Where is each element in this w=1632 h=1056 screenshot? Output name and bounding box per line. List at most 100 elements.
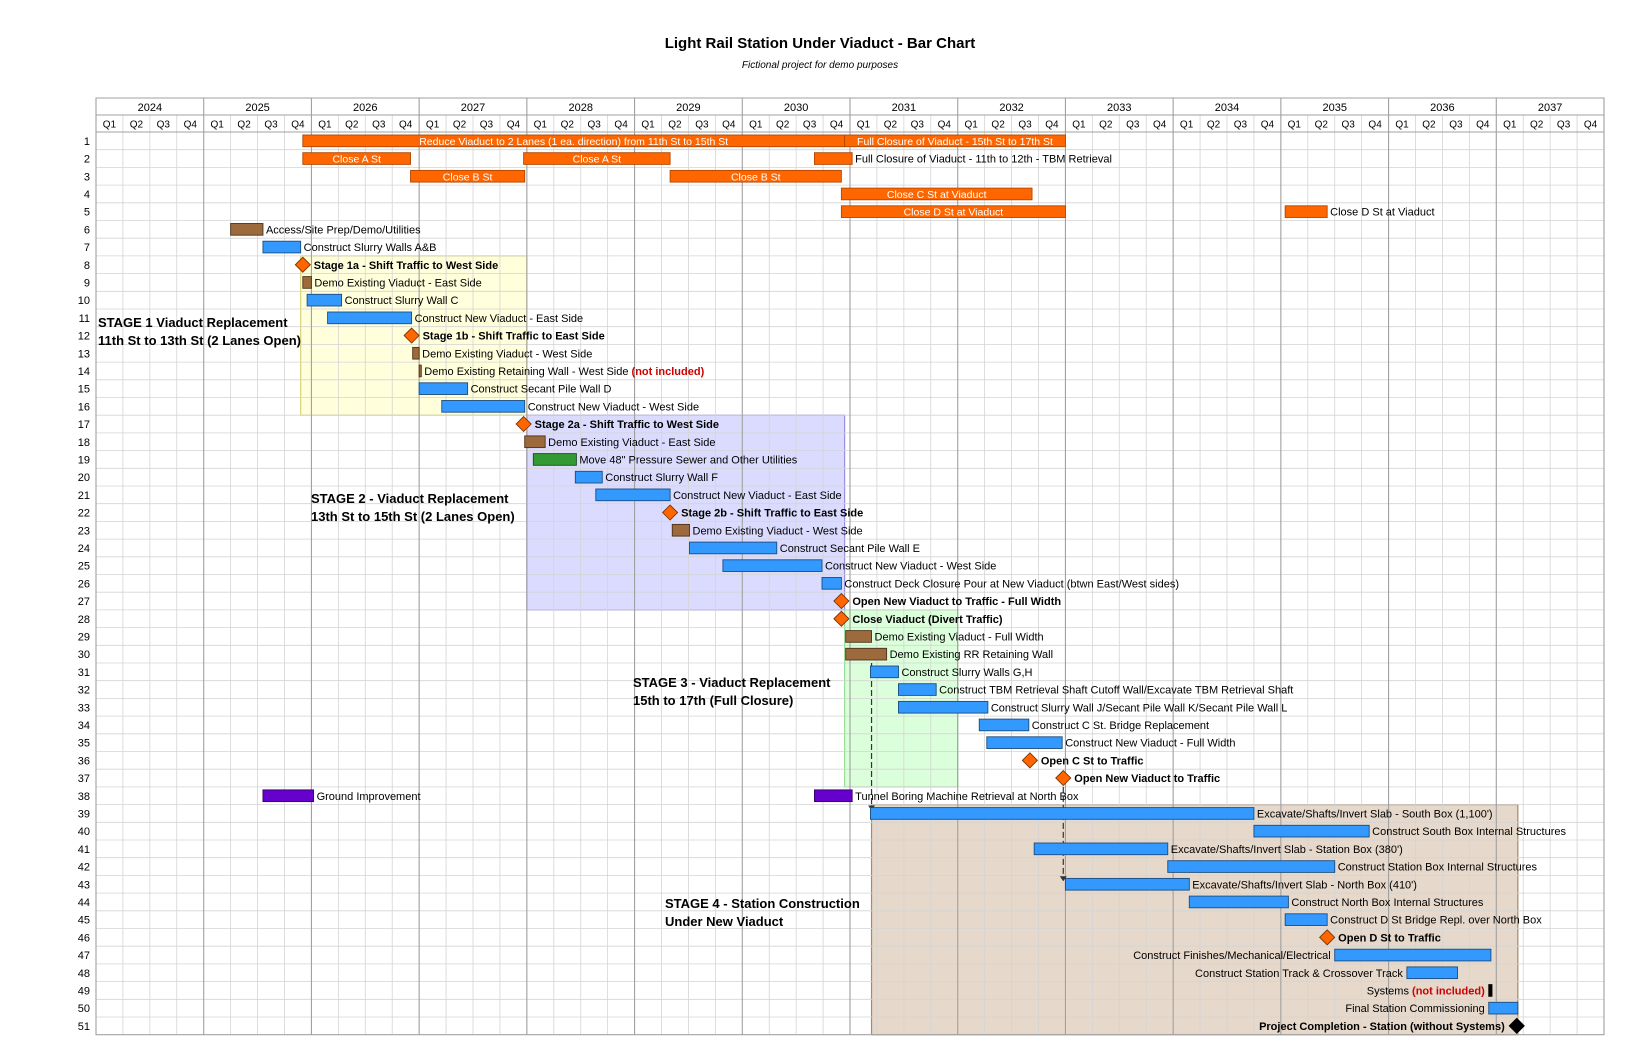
task-bar (262, 789, 315, 803)
quarter-label: Q3 (803, 120, 817, 131)
task-bar (327, 311, 413, 325)
stage-region (870, 803, 1519, 1036)
task-label: Construct Secant Pile Wall E (780, 543, 920, 555)
quarter-label: Q4 (291, 120, 305, 131)
row-number: 27 (78, 596, 90, 608)
row-number: 15 (78, 384, 90, 396)
milestone-label: Stage 2b - Shift Traffic to East Side (681, 508, 863, 520)
milestone-diamond (661, 504, 679, 521)
quarter-label: Q1 (857, 120, 871, 131)
task-bar (1064, 877, 1190, 891)
quarter-label: Q3 (157, 120, 171, 131)
quarter-label: Q3 (911, 120, 925, 131)
quarter-label: Q4 (1045, 120, 1059, 131)
task-label: Construct Slurry Wall J/Secant Pile Wall… (991, 702, 1287, 714)
row-number: 41 (78, 844, 90, 856)
row-number: 42 (78, 862, 90, 874)
quarter-label: Q4 (830, 120, 844, 131)
task-bar (870, 665, 899, 679)
row-number: 33 (78, 702, 90, 714)
quarter-label: Q1 (1180, 120, 1194, 131)
quarter-label: Q4 (1476, 120, 1490, 131)
milestone-diamond (403, 327, 420, 344)
row-number: 48 (78, 968, 90, 980)
row-number: 36 (78, 755, 90, 767)
row-number: 6 (84, 224, 90, 236)
stage-region (526, 414, 846, 611)
quarter-label: Q1 (318, 120, 332, 131)
task-bar (523, 152, 671, 165)
task-bar (418, 364, 422, 378)
quarter-label: Q4 (938, 120, 952, 131)
task-label: Construct New Viaduct - West Side (528, 401, 699, 413)
task-label: Construct TBM Retrieval Shaft Cutoff Wal… (939, 685, 1293, 697)
task-bar (898, 683, 937, 696)
task-label: Construct Slurry Walls G,H (901, 667, 1032, 679)
quarter-label: Q2 (1422, 120, 1436, 131)
task-label: Construct New Viaduct - Full Width (1065, 738, 1235, 750)
task-label: Close D St at Viaduct (904, 207, 1004, 219)
task-label: Close A St (332, 154, 381, 166)
task-label: Close C St at Viaduct (887, 189, 987, 201)
milestones: Stage 1a - Shift Traffic to West Side Sta… (294, 256, 1525, 1034)
row-number: 49 (78, 985, 90, 997)
row-number: 10 (78, 295, 90, 307)
task-label: Demo Existing Viaduct - Full Width (875, 631, 1044, 643)
quarter-label: Q2 (1099, 120, 1113, 131)
row-number: 3 (84, 171, 90, 183)
task-bar (722, 559, 823, 572)
row-number: 7 (84, 242, 90, 254)
quarter-label: Q4 (1153, 120, 1167, 131)
row-number: 5 (84, 207, 90, 219)
quarter-label: Q1 (749, 120, 763, 131)
quarter-label: Q4 (507, 120, 521, 131)
row-number: 16 (78, 401, 90, 413)
row-number: 1 (84, 136, 90, 148)
task-label: Construct South Box Internal Structures (1372, 826, 1566, 838)
stage-label: Under New Viaduct (665, 914, 784, 929)
quarter-label: Q3 (1449, 120, 1463, 131)
task-label: Reduce Viaduct to 2 Lanes (1 ea. directi… (419, 136, 728, 148)
task-bar (1033, 842, 1169, 856)
task-label: Demo Existing Viaduct - East Side (314, 277, 481, 289)
year-label: 2024 (138, 102, 162, 114)
milestone-diamond (515, 415, 532, 433)
year-label: 2035 (1322, 102, 1346, 114)
task-bar (262, 240, 302, 254)
quarter-label: Q1 (965, 120, 979, 131)
task-bar (844, 134, 1066, 148)
row-number: 11 (79, 313, 90, 325)
quarter-label: Q3 (264, 120, 278, 131)
quarter-label: Q2 (991, 120, 1005, 131)
quarter-label: Q4 (722, 120, 736, 131)
quarter-label: Q2 (453, 120, 467, 131)
row-number: 34 (78, 720, 90, 732)
quarter-label: Q2 (345, 120, 359, 131)
year-label: 2025 (245, 102, 269, 114)
task-label: Close D St at Viaduct (1330, 207, 1434, 219)
year-label: 2029 (676, 102, 700, 114)
task-bar (418, 382, 469, 395)
row-number: 29 (78, 631, 90, 643)
row-number: 44 (78, 897, 90, 909)
task-bar (412, 346, 420, 360)
row-number: 2 (84, 154, 90, 166)
stage-labels: STAGE 1 Viaduct Replacement 11th St to 13… (98, 315, 860, 929)
quarter-label: Q3 (588, 120, 602, 131)
milestone-label: Open C St to Traffic (1041, 755, 1144, 767)
dependency-arrow (1059, 876, 1067, 882)
quarter-label: Q2 (776, 120, 790, 131)
task-label: Full Closure of Viaduct - 11th to 12th -… (855, 154, 1112, 166)
quarter-label: Q2 (1207, 120, 1221, 131)
stage-label: STAGE 3 - Viaduct Replacement (633, 675, 831, 690)
year-label: 2030 (784, 102, 808, 114)
task-label: Construct Slurry Wall C (345, 295, 459, 307)
row-number: 19 (78, 454, 90, 466)
milestone-label: Stage 1a - Shift Traffic to West Side (314, 260, 498, 272)
task-label: Construct New Viaduct - West Side (825, 561, 996, 573)
timeline-grid (95, 97, 1605, 1036)
row-number: 24 (78, 543, 90, 555)
task-label: Construct New Viaduct - East Side (415, 313, 584, 325)
quarter-label: Q1 (103, 120, 117, 131)
